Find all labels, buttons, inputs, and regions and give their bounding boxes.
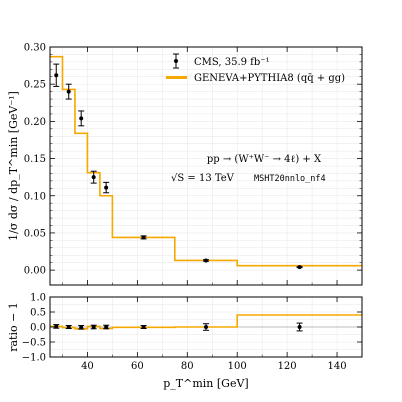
main-y-tick-label: 0.20 [24, 117, 46, 128]
ratio-cms-data-point [91, 325, 96, 329]
legend-geneva-swatch [166, 76, 187, 79]
ratio-x-tick-label: 80 [181, 361, 194, 372]
ratio-y-axis-label: ratio − 1 [7, 302, 20, 352]
ratio-cms-data-point [141, 325, 146, 329]
main-cms-data-point [91, 175, 96, 180]
ratio-cms-data-point [79, 325, 84, 330]
ratio-x-tick-label: 40 [81, 361, 94, 372]
ratio-cms-data-point [104, 325, 109, 329]
ratio-ticks: 40 60 80 100 120 140 −1.0 −0.5 0.0 0.5 1.0 [22, 293, 363, 372]
main-y-tick-label: 0.25 [24, 80, 46, 91]
ratio-y-tick-label: 0.0 [30, 323, 46, 334]
main-y-tick-label: 0.05 [24, 228, 46, 239]
main-cms-data-point [79, 116, 84, 121]
ratio-cms-data-point [54, 324, 59, 329]
ratio-series [50, 314, 362, 332]
ratio-x-tick-label: 120 [278, 361, 297, 372]
main-y-tick-label: 0.00 [24, 266, 46, 277]
legend-cms-label: CMS, 35.9 fb⁻¹ [194, 57, 270, 68]
legend: CMS, 35.9 fb⁻¹ GENEVA+PYTHIA8 (qq̄ + gg) [166, 53, 345, 84]
main-cms-data-point [104, 185, 109, 190]
main-y-axis-label: 1/σ dσ / dp_T^min [GeV⁻¹] [7, 91, 20, 241]
main-y-tick-label: 0.15 [24, 154, 46, 165]
ratio-y-tick-label: 1.0 [30, 293, 46, 304]
energy-annotation: √S = 13 TeV [171, 173, 235, 184]
ratio-x-tick-label: 140 [327, 361, 346, 372]
ratio-x-tick-label: 60 [131, 361, 144, 372]
main-cms-data-point [204, 258, 208, 263]
legend-entry-geneva: GENEVA+PYTHIA8 (qq̄ + gg) [166, 73, 345, 84]
main-cms-data-point [141, 235, 146, 240]
main-panel: 0.00 0.05 0.10 0.15 0.20 0.25 0.30 1/σ dσ / dp… [7, 43, 363, 286]
pdf-annotation: MSHT20nnlo_nf4 [254, 174, 326, 184]
legend-cms-marker-point [174, 59, 178, 63]
main-ticks: 0.00 0.05 0.10 0.15 0.20 0.25 0.30 [24, 43, 363, 285]
main-cms-data-point [54, 73, 59, 78]
x-axis-label: p_T^min [GeV] [163, 377, 248, 390]
legend-geneva-label: GENEVA+PYTHIA8 (qq̄ + gg) [194, 73, 345, 84]
ratio-cms-data-point [204, 325, 208, 329]
main-y-tick-label: 0.10 [24, 191, 46, 202]
ratio-panel: 40 60 80 100 120 140 −1.0 −0.5 0.0 0.5 1.0 ratio −… [7, 293, 363, 390]
main-cms-data-point [66, 89, 71, 94]
ratio-cms-data-point [66, 325, 71, 329]
ratio-cms-data-point [297, 325, 302, 329]
ratio-y-tick-label: −0.5 [22, 338, 46, 349]
main-cms-data-point [297, 265, 302, 270]
process-annotation: pp → (W⁺W⁻ → 4ℓ) + X [207, 154, 322, 165]
legend-entry-cms: CMS, 35.9 fb⁻¹ [173, 53, 270, 69]
main-series [50, 55, 362, 270]
main-y-tick-label: 0.30 [24, 43, 46, 54]
ratio-y-tick-label: −1.0 [22, 353, 46, 364]
ratio-x-tick-label: 100 [228, 361, 247, 372]
ratio-y-tick-label: 0.5 [30, 308, 46, 319]
